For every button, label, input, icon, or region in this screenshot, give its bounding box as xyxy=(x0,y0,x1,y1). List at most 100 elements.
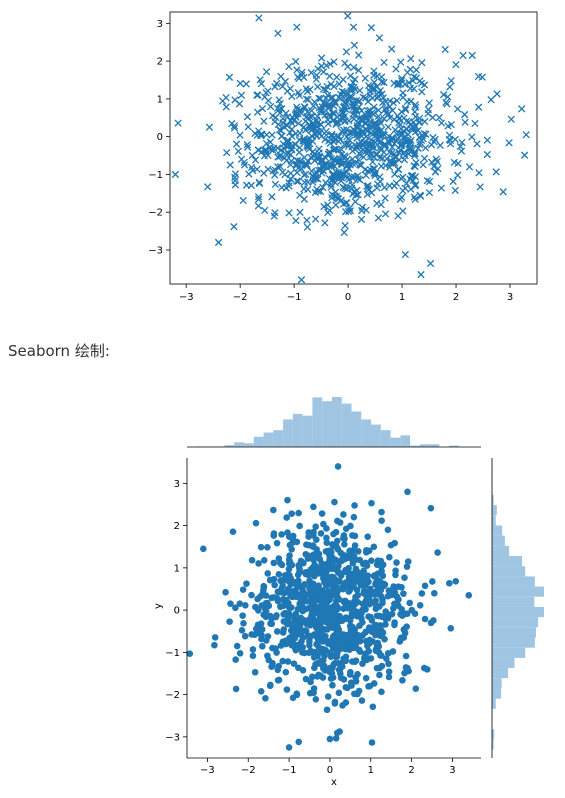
scatter-point xyxy=(380,58,388,67)
scatter-point xyxy=(354,591,362,599)
scatter-point xyxy=(369,703,377,711)
scatter-point xyxy=(401,574,408,581)
scatter-point xyxy=(294,119,303,128)
histogram-bar xyxy=(224,445,235,447)
y-tick-label: 0 xyxy=(157,132,163,143)
scatter-point xyxy=(351,198,359,206)
scatter-point xyxy=(474,72,483,81)
scatter-point xyxy=(358,206,366,215)
scatter-point xyxy=(292,57,300,66)
scatter-point xyxy=(378,154,387,162)
scatter-point xyxy=(372,579,380,586)
scatter-point xyxy=(353,186,361,195)
scatter-point xyxy=(279,602,287,610)
scatter-point xyxy=(313,83,322,91)
scatter-point xyxy=(352,678,360,685)
scatter-point xyxy=(254,595,261,603)
scatter-point xyxy=(398,129,406,138)
scatter-point xyxy=(384,611,391,618)
scatter-point xyxy=(381,210,390,218)
scatter-point xyxy=(230,223,238,231)
scatter-point xyxy=(293,103,301,111)
scatter-point xyxy=(329,681,336,689)
scatter-point xyxy=(447,120,455,129)
scatter-point xyxy=(297,159,305,167)
scatter-point xyxy=(284,620,291,628)
scatter-point xyxy=(296,208,304,216)
scatter-point xyxy=(288,146,296,154)
scatter-point xyxy=(368,499,375,507)
scatter-point xyxy=(333,537,341,545)
scatter-point xyxy=(385,587,393,594)
scatter-point xyxy=(318,169,326,177)
scatter-point xyxy=(348,610,356,618)
scatter-point xyxy=(437,184,446,192)
scatter-point xyxy=(366,640,373,647)
scatter-point xyxy=(347,679,355,686)
scatter-marks xyxy=(171,12,530,284)
scatter-point xyxy=(243,113,252,121)
scatter-point xyxy=(417,136,426,145)
scatter-point xyxy=(291,641,298,648)
scatter-point xyxy=(397,58,405,66)
scatter-point xyxy=(296,564,303,572)
scatter-point xyxy=(417,270,425,279)
scatter-point xyxy=(303,541,310,548)
scatter-point xyxy=(404,558,412,565)
scatter-point xyxy=(373,641,381,649)
scatter-point xyxy=(296,129,304,137)
scatter-point xyxy=(386,553,393,561)
scatter-point xyxy=(351,690,358,698)
scatter-point xyxy=(248,591,255,599)
scatter-point xyxy=(398,634,405,641)
scatter-point xyxy=(285,62,293,71)
scatter-point xyxy=(296,522,303,530)
scatter-point xyxy=(368,557,375,564)
scatter-point xyxy=(264,633,272,640)
scatter-point xyxy=(305,533,312,540)
scatter-point xyxy=(366,682,374,690)
scatter-point xyxy=(335,80,343,88)
scatter-point xyxy=(261,206,269,215)
scatter-point xyxy=(392,571,399,579)
scatter-point xyxy=(379,599,386,607)
scatter-point xyxy=(340,511,347,518)
scatter-point xyxy=(359,600,367,608)
scatter-point xyxy=(243,143,252,151)
scatter-point xyxy=(416,602,424,609)
scatter-point xyxy=(323,539,331,547)
scatter-point xyxy=(299,607,307,615)
scatter-point xyxy=(331,698,339,706)
scatter-point xyxy=(393,96,401,105)
scatter-point xyxy=(242,80,250,88)
scatter-point xyxy=(297,276,306,284)
scatter-point xyxy=(239,612,246,619)
scatter-point xyxy=(309,102,318,110)
scatter-point xyxy=(247,181,256,190)
scatter-point xyxy=(332,201,340,209)
scatter-point xyxy=(257,80,266,88)
scatter-point xyxy=(251,668,259,676)
scatter-point xyxy=(454,171,462,179)
scatter-point xyxy=(365,647,372,655)
scatter-point xyxy=(340,532,348,539)
scatter-point xyxy=(260,117,268,125)
scatter-point xyxy=(287,169,295,177)
scatter-point xyxy=(303,161,311,170)
scatter-point xyxy=(286,160,295,169)
scatter-point xyxy=(382,655,390,662)
scatter-point xyxy=(404,488,411,496)
scatter-point xyxy=(391,588,399,596)
scatter-point xyxy=(381,194,389,202)
scatter-point xyxy=(226,161,234,169)
scatter-point xyxy=(412,66,420,74)
scatter-point xyxy=(400,133,408,142)
scatter-point xyxy=(296,191,304,199)
x-tick-label: 1 xyxy=(399,292,405,300)
y-tick-label: −1 xyxy=(165,648,180,659)
scatter-point xyxy=(520,151,529,159)
y-tick-label: −3 xyxy=(148,246,163,257)
scatter-point xyxy=(373,602,380,610)
scatter-point xyxy=(385,660,392,668)
scatter-point xyxy=(342,182,351,190)
